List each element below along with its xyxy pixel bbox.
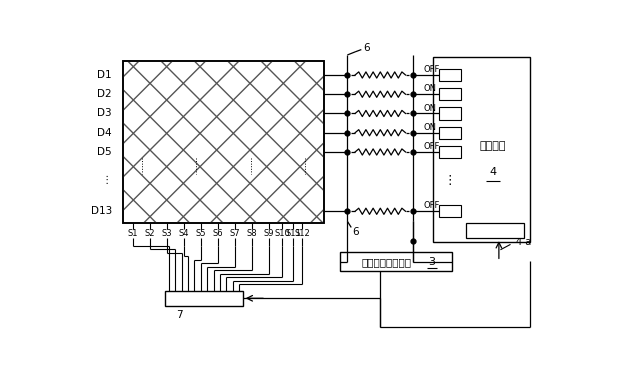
Text: D2: D2 <box>97 89 112 99</box>
Text: P4: P4 <box>444 128 456 138</box>
Text: P5: P5 <box>444 147 456 157</box>
Text: P1: P1 <box>444 70 456 80</box>
Text: S12: S12 <box>294 229 310 238</box>
Text: 4: 4 <box>489 167 496 177</box>
Bar <box>165 291 243 306</box>
Text: P13: P13 <box>440 206 459 216</box>
Text: S10: S10 <box>275 229 290 238</box>
Text: 3: 3 <box>428 257 435 267</box>
Text: D1: D1 <box>97 70 112 80</box>
Text: S9: S9 <box>264 229 275 238</box>
Bar <box>123 61 324 223</box>
Bar <box>439 146 461 158</box>
Text: 検出電圧発生回路: 検出電圧発生回路 <box>362 257 412 267</box>
Text: 4 a: 4 a <box>516 237 531 247</box>
Text: マルチプレクサ: マルチプレクサ <box>182 293 226 303</box>
Text: 電圧検出: 電圧検出 <box>483 226 507 235</box>
Text: 6: 6 <box>352 227 358 237</box>
Text: ON: ON <box>423 104 436 113</box>
Text: P2: P2 <box>444 89 456 99</box>
Text: D5: D5 <box>97 147 112 157</box>
Text: S2: S2 <box>145 229 155 238</box>
Text: S5: S5 <box>196 229 206 238</box>
Text: OFF: OFF <box>423 142 440 151</box>
Bar <box>123 61 324 223</box>
Bar <box>340 252 452 271</box>
Text: 6: 6 <box>364 43 370 53</box>
Text: OFF: OFF <box>423 202 440 210</box>
Text: ON: ON <box>423 84 436 93</box>
Bar <box>439 107 461 120</box>
Bar <box>433 57 529 242</box>
Bar <box>439 126 461 139</box>
Text: S8: S8 <box>247 229 257 238</box>
Text: OFF: OFF <box>423 65 440 74</box>
Text: S1: S1 <box>127 229 138 238</box>
Text: マイコン: マイコン <box>479 141 506 151</box>
Text: ON: ON <box>423 123 436 132</box>
Text: ⋮: ⋮ <box>101 176 112 186</box>
Text: S4: S4 <box>179 229 189 238</box>
Text: S11: S11 <box>285 229 301 238</box>
Bar <box>439 88 461 100</box>
Bar <box>439 205 461 218</box>
Text: D13: D13 <box>90 206 112 216</box>
Text: S6: S6 <box>212 229 223 238</box>
Text: D4: D4 <box>97 128 112 138</box>
Text: P3: P3 <box>444 109 456 118</box>
Text: 7: 7 <box>176 310 182 320</box>
Text: S7: S7 <box>230 229 240 238</box>
Bar <box>466 223 524 238</box>
Bar <box>123 61 324 223</box>
Text: S3: S3 <box>161 229 172 238</box>
Text: ⋮: ⋮ <box>444 174 456 187</box>
Text: D3: D3 <box>97 109 112 118</box>
Bar <box>439 69 461 81</box>
Bar <box>123 61 324 223</box>
